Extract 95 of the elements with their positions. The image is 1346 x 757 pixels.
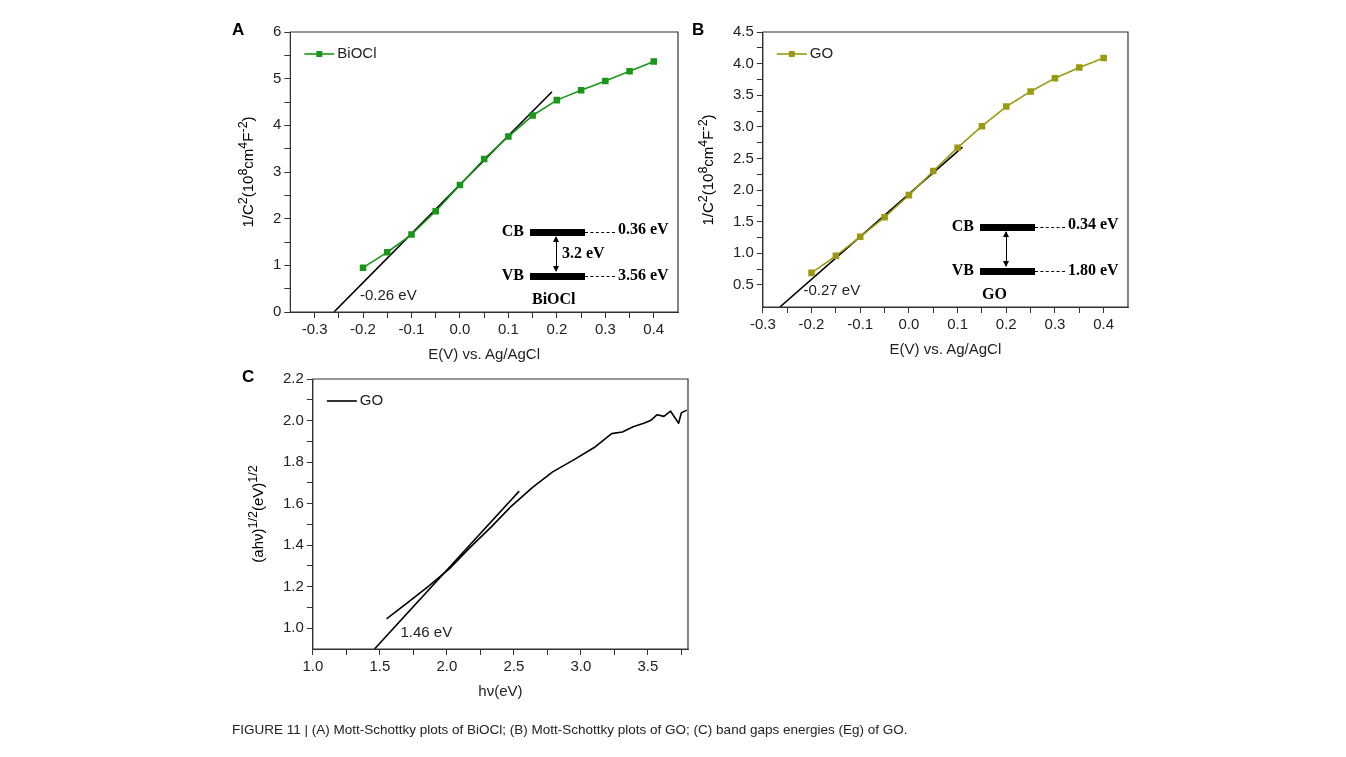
annotation: -0.26 eV bbox=[359, 286, 417, 303]
point bbox=[832, 252, 840, 260]
x-tick-label: 0.0 bbox=[449, 320, 471, 338]
annotation: 3.2 eV bbox=[562, 244, 605, 262]
annotation: -0.27 eV bbox=[803, 281, 861, 298]
y-tick-label: 1.5 bbox=[732, 211, 754, 229]
x-axis-title: hν(eV) bbox=[478, 682, 523, 700]
x-tick-label: 2.5 bbox=[503, 657, 525, 675]
y-tick-label: 3 bbox=[273, 162, 282, 180]
annotation: 0.36 eV bbox=[618, 220, 669, 238]
y-tick-label: 2 bbox=[273, 208, 282, 226]
legend-label: GO bbox=[809, 44, 834, 62]
point bbox=[626, 67, 633, 75]
chart-title: B bbox=[692, 20, 705, 40]
x-tick-label: 3.0 bbox=[570, 657, 592, 675]
y-tick-label: 2.0 bbox=[282, 410, 304, 428]
point bbox=[480, 155, 488, 163]
x-tick-label: 0.2 bbox=[995, 315, 1017, 333]
chart-title: C bbox=[242, 367, 255, 387]
x-tick-label: -0.1 bbox=[847, 315, 874, 333]
x-axis-title: E(V) vs. Ag/AgCl bbox=[428, 345, 541, 363]
point bbox=[529, 112, 536, 119]
y-tick-label: 4 bbox=[273, 115, 282, 133]
x-tick-label: 0.2 bbox=[546, 320, 568, 338]
y-tick-label: 1.0 bbox=[732, 243, 754, 261]
x-tick-label: -0.3 bbox=[749, 315, 776, 333]
y-tick-label: 5 bbox=[273, 68, 282, 86]
point bbox=[929, 167, 937, 175]
point bbox=[1051, 74, 1059, 82]
point bbox=[1076, 64, 1083, 71]
x-tick-label: 0.4 bbox=[643, 320, 665, 338]
y-tick-label: 1 bbox=[273, 255, 282, 273]
point bbox=[577, 87, 585, 94]
x-axis-title: E(V) vs. Ag/AgCl bbox=[889, 340, 1002, 358]
point bbox=[650, 58, 658, 65]
y-tick-label: 1.6 bbox=[282, 493, 304, 511]
caption: FIGURE 11 | (A) Mott-Schottky plots of BiOCl; (B) Mott-Schottky plots of GO; (C) band gaps energies (Eg) of GO. bbox=[232, 722, 908, 737]
x-tick-label: 0.3 bbox=[594, 320, 616, 338]
annotation: VB bbox=[951, 261, 974, 279]
point bbox=[856, 233, 864, 241]
point bbox=[978, 122, 986, 130]
y-tick-label: 1.2 bbox=[282, 576, 304, 594]
y-tick-label: 1.8 bbox=[282, 452, 304, 470]
x-tick-label: -0.2 bbox=[798, 315, 825, 333]
x-tick-label: 0.1 bbox=[947, 315, 969, 333]
x-tick-label: 2.0 bbox=[436, 657, 458, 675]
x-tick-label: -0.3 bbox=[301, 320, 328, 338]
y-tick-label: 0.5 bbox=[732, 275, 754, 293]
y-tick-label: 4.5 bbox=[732, 22, 754, 40]
y-tick-label: 2.0 bbox=[732, 180, 754, 198]
point bbox=[1003, 103, 1010, 110]
y-tick-label: 3.5 bbox=[732, 85, 754, 103]
x-tick-label: 0.0 bbox=[898, 315, 920, 333]
y-tick-label: 3.0 bbox=[732, 116, 754, 134]
annotation: 3.56 eV bbox=[618, 266, 669, 284]
point bbox=[553, 96, 561, 104]
annotation: CB bbox=[951, 217, 974, 235]
x-tick-label: 1.5 bbox=[369, 657, 391, 675]
x-tick-label: 0.3 bbox=[1044, 315, 1066, 333]
point bbox=[954, 144, 961, 151]
x-tick-label: -0.1 bbox=[398, 320, 425, 338]
point bbox=[383, 248, 391, 256]
point bbox=[505, 133, 512, 140]
x-tick-label: 0.1 bbox=[497, 320, 519, 338]
annotation: BiOCl bbox=[532, 290, 576, 308]
y-tick-label: 1.4 bbox=[282, 535, 304, 553]
point bbox=[456, 181, 464, 189]
x-tick-label: 3.5 bbox=[637, 657, 659, 675]
annotation: 0.34 eV bbox=[1068, 215, 1119, 233]
annotation: GO bbox=[982, 285, 1007, 303]
point bbox=[1100, 54, 1107, 62]
annotation: CB bbox=[501, 222, 524, 240]
x-tick-label: 0.4 bbox=[1093, 315, 1115, 333]
point bbox=[602, 77, 609, 85]
point bbox=[1027, 88, 1034, 95]
y-tick-label: 0 bbox=[273, 302, 282, 320]
y-tick-label: 2.5 bbox=[732, 148, 754, 166]
y-tick-label: 4.0 bbox=[732, 53, 754, 71]
y-tick-label: 6 bbox=[273, 22, 282, 40]
legend-label: GO bbox=[359, 391, 384, 409]
annotation: 1.46 eV bbox=[400, 623, 453, 640]
y-tick-label: 1.0 bbox=[282, 618, 304, 636]
chart-title: A bbox=[232, 20, 245, 40]
x-tick-label: 1.0 bbox=[302, 657, 324, 675]
point bbox=[905, 191, 913, 199]
point bbox=[432, 207, 439, 215]
point bbox=[408, 231, 415, 238]
y-tick-label: 2.2 bbox=[282, 369, 304, 387]
point bbox=[808, 269, 815, 277]
annotation: 1.80 eV bbox=[1068, 261, 1119, 279]
point bbox=[359, 264, 367, 271]
point bbox=[881, 213, 888, 221]
legend-label: BiOCl bbox=[337, 44, 377, 62]
x-tick-label: -0.2 bbox=[350, 320, 376, 338]
annotation: VB bbox=[501, 266, 524, 284]
